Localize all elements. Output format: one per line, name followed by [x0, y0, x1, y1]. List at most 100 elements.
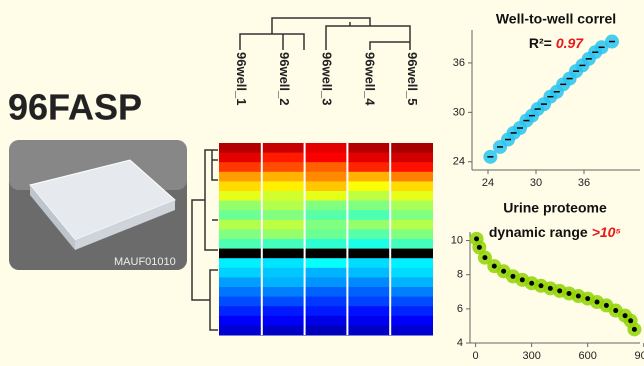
heatmap-cell [262, 143, 305, 153]
heatmap-cell [262, 297, 305, 307]
heatmap-cell [390, 287, 433, 297]
annotation: 0.97 [556, 35, 584, 51]
heatmap-cell [219, 306, 262, 316]
point [613, 308, 618, 313]
heatmap-cell [305, 143, 348, 153]
heatmap-cell [347, 277, 390, 287]
heatmap-cell [390, 201, 433, 211]
point [557, 288, 562, 293]
heatmap-cell [347, 153, 390, 163]
figure: 96FASP MAUF01010 96well_196well_296well_… [0, 0, 644, 366]
heatmap-cell [305, 191, 348, 201]
plate-label: MAUF01010 [114, 256, 176, 268]
heatmap-cell [219, 297, 262, 307]
heatmap-cell [262, 306, 305, 316]
heatmap-cell [305, 239, 348, 249]
heatmap-cell [347, 143, 390, 153]
x-tick-label: 300 [522, 350, 540, 362]
point [529, 281, 534, 286]
heatmap-cell [390, 239, 433, 249]
heatmap-cell [390, 210, 433, 220]
heatmap-cell [305, 162, 348, 172]
heatmap-cell [219, 220, 262, 230]
heatmap-cell [390, 162, 433, 172]
heatmap-cell [262, 220, 305, 230]
heatmap-cell [347, 220, 390, 230]
heatmap-cell [347, 249, 390, 259]
heatmap-cell [262, 153, 305, 163]
y-tick-label: 6 [457, 303, 463, 315]
heatmap-cell [347, 229, 390, 239]
heatmap-cell [305, 181, 348, 191]
heatmap-cell [219, 325, 262, 335]
heatmap-cell [390, 143, 433, 153]
heatmap-cell [262, 249, 305, 259]
column-label: 96well_5 [405, 52, 420, 106]
heatmap-cell [390, 229, 433, 239]
x-tick-label: 900 [635, 350, 644, 362]
heatmap-cell [390, 153, 433, 163]
point [548, 286, 553, 291]
heatmap-cell [305, 287, 348, 297]
figure-title: 96FASP [8, 87, 142, 128]
point [567, 291, 572, 296]
subtitle-text: R²= [529, 35, 552, 51]
heatmap-cell [219, 258, 262, 268]
heatmap-cell [262, 210, 305, 220]
y-tick-label: 8 [457, 269, 463, 281]
column-label: 96well_1 [234, 52, 249, 106]
heatmap-cell [347, 162, 390, 172]
point [492, 264, 497, 269]
heatmap-cell [347, 172, 390, 182]
page: 96FASP MAUF01010 96well_196well_296well_… [0, 0, 644, 366]
y-tick-label: 24 [453, 156, 465, 168]
plot-title: Well-to-well correl [496, 11, 616, 27]
heatmap-cell [219, 201, 262, 211]
x-tick-label: 0 [473, 350, 479, 362]
heatmap-cell [219, 181, 262, 191]
heatmap-cell [347, 287, 390, 297]
point [510, 274, 515, 279]
heatmap-cell [305, 258, 348, 268]
heatmap-cell [347, 239, 390, 249]
heatmap-cell [262, 258, 305, 268]
plot-title: Urine proteome [503, 200, 607, 216]
plot-subtitle: R²=0.97 [529, 35, 584, 51]
heatmap-cell [262, 191, 305, 201]
point [474, 236, 479, 241]
heatmap-cell [347, 191, 390, 201]
x-tick-label: 24 [482, 177, 494, 189]
heatmap-cell [262, 287, 305, 297]
heatmap-cell [262, 325, 305, 335]
heatmap-cell [347, 325, 390, 335]
point [632, 327, 637, 332]
heatmap-cell [347, 258, 390, 268]
column-label: 96well_3 [320, 52, 335, 106]
point [501, 269, 506, 274]
heatmap-cell [347, 306, 390, 316]
heatmap-cell [262, 239, 305, 249]
heatmap-cell [390, 220, 433, 230]
x-tick-label: 36 [578, 177, 590, 189]
heatmap-cell [219, 229, 262, 239]
heatmap-cell [219, 268, 262, 278]
point [604, 303, 609, 308]
point [477, 245, 482, 250]
point [482, 255, 487, 260]
heatmap-cell [262, 162, 305, 172]
heatmap-cell [305, 210, 348, 220]
heatmap-cell [219, 162, 262, 172]
heatmap-cell [262, 229, 305, 239]
x-tick-label: 30 [530, 177, 542, 189]
column-label: 96well_4 [362, 52, 377, 106]
heatmap-cell [305, 316, 348, 326]
heatmap-cell [219, 210, 262, 220]
y-tick-label: 4 [457, 337, 463, 349]
heatmap-cell [305, 172, 348, 182]
heatmap-cell [390, 325, 433, 335]
annotation: >10⁵ [592, 224, 622, 240]
heatmap-cell [390, 258, 433, 268]
heatmap-cell [347, 210, 390, 220]
point [628, 318, 633, 323]
heatmap-cell [262, 181, 305, 191]
